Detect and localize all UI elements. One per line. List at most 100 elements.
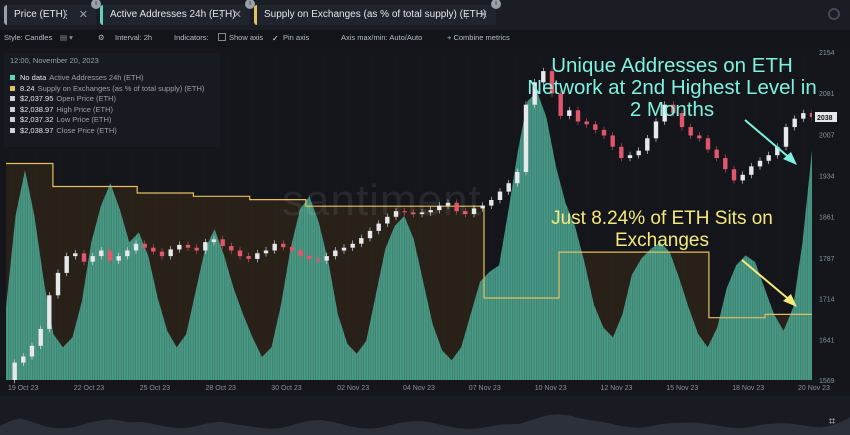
price-tick-label: 1714 — [819, 297, 835, 304]
candle-body — [411, 212, 416, 215]
candle-body — [29, 345, 35, 357]
candle-body — [281, 243, 286, 248]
more-icon[interactable]: ⋮ — [461, 9, 472, 21]
chart-type-icon[interactable]: ▤ ▾ — [60, 33, 73, 42]
pin-axis-toggle[interactable]: ✓ Pin axis — [272, 33, 309, 43]
legend-value: No data — [20, 73, 47, 82]
candle-body — [55, 272, 61, 296]
candle-body — [21, 356, 26, 363]
more-icon[interactable]: ⋮ — [215, 9, 226, 21]
legend-label: Supply on Exchanges (as % of total suppl… — [37, 83, 205, 93]
checkbox-icon — [218, 33, 226, 41]
candle-body — [125, 250, 130, 257]
info-icon[interactable]: i — [491, 0, 501, 9]
candle-body — [645, 138, 650, 151]
candle-body — [653, 121, 659, 139]
axis-max-min-selector[interactable]: Axis max/min: Auto/Auto — [341, 33, 423, 42]
tab-active-addresses-label: Active Addresses 24h (ETH) — [110, 9, 236, 20]
legend-row: $2,038.97 High Price (ETH) — [10, 105, 204, 116]
annotation-addresses: Unique Addresses on ETH Network at 2nd H… — [527, 54, 817, 121]
tab-price[interactable]: Price (ETH) ⋮ ✕ i — [4, 0, 101, 25]
candle-body — [636, 150, 641, 156]
candle-body — [307, 256, 312, 259]
candle-body — [107, 250, 113, 261]
more-icon[interactable]: ⋮ — [61, 9, 72, 21]
candle-body — [255, 253, 260, 259]
legend-row: $2,037.95 Open Price (ETH) — [10, 94, 204, 105]
legend-panel: 12:00, November 20, 2023 No data Active A… — [4, 53, 220, 147]
x-tick-label: 10 Nov 23 — [535, 385, 567, 392]
candle-body — [419, 212, 425, 215]
chart-toolbar: Style: Candles ▤ ▾ ⚙ Interval: 2h Indica… — [0, 31, 850, 45]
tab-active-addresses[interactable]: Active Addresses 24h (ETH) ⋮ ✕ i — [100, 0, 255, 25]
candle-body — [445, 202, 451, 206]
candle-body — [203, 242, 208, 251]
close-icon[interactable]: ✕ — [478, 9, 488, 21]
candle-body — [757, 160, 763, 167]
indicators-button[interactable]: Indicators: — [174, 33, 209, 42]
candle-body — [90, 256, 95, 262]
candle-body — [515, 172, 520, 184]
candle-body — [593, 124, 598, 130]
legend-row: $2,038.97 Close Price (ETH) — [10, 126, 204, 137]
price-tick-label: 2007 — [819, 132, 835, 139]
candle-body — [575, 110, 581, 122]
candle-body — [688, 127, 693, 136]
candle-body — [749, 166, 754, 175]
candle-body — [263, 250, 269, 254]
price-tick-label: 2081 — [819, 91, 835, 98]
close-icon[interactable]: ✕ — [78, 9, 88, 21]
tab-supply-on-exchanges[interactable]: Supply on Exchanges (as % of total suppl… — [254, 0, 501, 25]
candle-body — [73, 253, 78, 257]
candle-body — [47, 295, 52, 329]
candle-body — [159, 251, 165, 257]
candle-body — [463, 211, 468, 214]
candle-body — [471, 208, 477, 214]
info-icon[interactable]: i — [91, 0, 101, 9]
candle-body — [584, 121, 589, 125]
series-swatch — [10, 85, 15, 91]
series-swatch — [10, 106, 15, 112]
close-icon[interactable]: ✕ — [232, 9, 242, 21]
x-tick-label: 22 Oct 23 — [74, 385, 104, 392]
navigator-preview — [0, 414, 850, 435]
candle-body — [428, 210, 433, 213]
x-tick-label: 18 Nov 23 — [732, 385, 764, 392]
candle-body — [12, 362, 17, 380]
combine-metrics-button[interactable]: + Combine metrics — [447, 33, 510, 42]
candle-body — [185, 244, 191, 248]
candle-body — [177, 244, 182, 250]
candle-body — [350, 243, 355, 248]
candle-body — [229, 246, 234, 251]
chart-svg[interactable]: 1569 1641 1714 1787 1861 1934 2007 2081 2154 2038… — [0, 48, 850, 435]
legend-value: 8.24 — [20, 83, 35, 93]
candle-body — [662, 104, 667, 122]
candle-body — [610, 135, 615, 147]
candle-body — [333, 250, 338, 257]
interval-selector[interactable]: Interval: 2h — [115, 33, 153, 42]
candle-body — [272, 243, 277, 251]
candle-body — [775, 146, 780, 156]
candle-body — [627, 155, 633, 158]
santiment-logo-icon: ⌗ — [828, 414, 836, 428]
x-tick-label: 20 Nov 23 — [798, 385, 830, 392]
current-price-label: 2038 — [817, 115, 833, 122]
candle-body — [376, 223, 381, 231]
candle-body — [237, 250, 243, 257]
show-axis-toggle[interactable]: Show axis — [218, 33, 263, 42]
chart-area[interactable]: 1569 1641 1714 1787 1861 1934 2007 2081 2154 2038… — [0, 48, 850, 435]
candle-body — [298, 250, 303, 257]
info-icon[interactable]: i — [245, 0, 255, 9]
candle-body — [341, 247, 347, 251]
candle-body — [402, 211, 407, 213]
arrow-addresses — [744, 119, 793, 161]
candle-body — [506, 183, 511, 192]
price-tick-label: 2154 — [819, 50, 835, 57]
watermark: santiment — [282, 176, 482, 225]
candle-body — [489, 200, 494, 206]
candle-body — [619, 146, 624, 158]
style-selector[interactable]: Style: Candles — [4, 33, 53, 42]
settings-icon[interactable] — [828, 8, 840, 20]
gear-icon[interactable]: ⚙ — [98, 33, 105, 42]
candle-body — [393, 211, 399, 217]
